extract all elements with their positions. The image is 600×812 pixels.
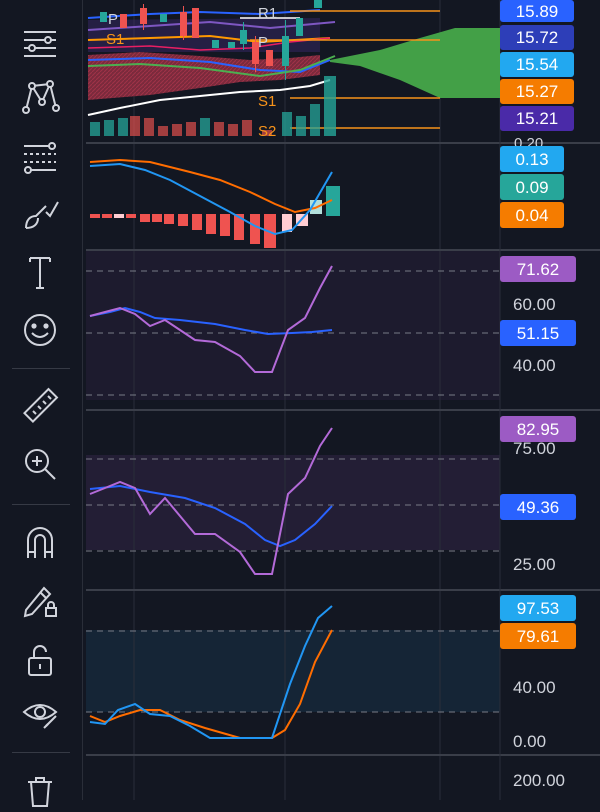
price-badge-2-text: 15.72 [516, 28, 559, 47]
main-price-badges: 15.89 15.72 15.54 15.27 15.21 0.20 [500, 0, 574, 152]
rsi-scale-40: 40.00 [513, 356, 556, 375]
pane4-scale-75: 75.00 [513, 439, 556, 458]
horizontal-lines-icon[interactable] [18, 20, 62, 64]
macd-badge-2 [500, 174, 564, 200]
trash-icon[interactable] [18, 768, 62, 812]
brush-icon[interactable] [18, 192, 62, 236]
ichimoku-cloud [330, 28, 500, 98]
price-badge-4-text: 15.27 [516, 82, 559, 101]
pane4-badge-1-text: 82.95 [517, 420, 560, 439]
pivot-label-s1-left: S1 [106, 31, 124, 48]
macd-badge-1 [500, 146, 564, 172]
stoch-pane: 97.53 79.61 40.00 0.00 [86, 595, 576, 751]
rsi-scale-60: 60.00 [513, 295, 556, 314]
main-pane: R1 P S1 P S1 S2 15.89 15.72 15.54 15.27 … [87, 0, 574, 152]
stoch-badge-2-text: 79.61 [517, 627, 560, 646]
emoji-icon[interactable] [18, 308, 62, 352]
pivot-label-s2: S2 [258, 123, 276, 140]
macd-badge-2-text: 0.09 [515, 178, 548, 197]
rsi-badge-2 [500, 320, 576, 346]
rsi-pane: 71.62 60.00 51.15 40.00 [86, 256, 576, 396]
candles [100, 0, 322, 80]
pane-separators [86, 142, 600, 756]
price-badge-2 [500, 25, 574, 50]
pane4: 82.95 75.00 49.36 25.00 [86, 416, 576, 575]
pane4-scale-25: 25.00 [513, 555, 556, 574]
stoch-badge-2 [500, 623, 576, 649]
macd-pane: 0.13 0.09 0.04 [89, 146, 564, 248]
price-badge-3 [500, 52, 574, 77]
macd-badge-3 [500, 202, 564, 228]
bottom-pane: 200.00 [513, 771, 565, 790]
stoch-badge-1 [500, 595, 576, 621]
bottom-scale-200: 200.00 [513, 771, 565, 790]
chart-area[interactable]: R1 P S1 P S1 S2 15.89 15.72 15.54 15.27 … [86, 0, 600, 800]
pane4-badge-2-text: 49.36 [517, 498, 560, 517]
lock-drawing-icon[interactable] [18, 578, 62, 622]
stoch-scale-40: 40.00 [513, 678, 556, 697]
stoch-scale-0: 0.00 [513, 732, 546, 751]
macd-badge-3-text: 0.04 [515, 206, 548, 225]
pivot-label-p-mid: P [258, 34, 268, 51]
stoch-band [86, 630, 500, 712]
rsi-badge-2-text: 51.15 [517, 324, 560, 343]
toolbar-separator [12, 368, 70, 369]
stoch-badge-1-text: 97.53 [517, 599, 560, 618]
fib-icon[interactable] [18, 136, 62, 180]
price-badge-4 [500, 79, 574, 104]
toolbar-separator [12, 752, 70, 753]
price-badge-3-text: 15.54 [516, 55, 559, 74]
price-badge-5 [500, 106, 574, 131]
eye-icon[interactable] [18, 690, 62, 734]
price-badge-1-text: 15.89 [516, 2, 559, 21]
pivot-label-s1: S1 [258, 93, 276, 110]
pane4-badge-1 [500, 416, 576, 442]
macd-badge-1-text: 0.13 [515, 150, 548, 169]
pane4-band [86, 455, 500, 550]
pivot-label-r1: R1 [258, 5, 277, 22]
drawing-toolbar [0, 0, 83, 807]
price-badge-1 [500, 0, 574, 22]
pivot-label-p-top: P [108, 11, 118, 28]
price-badge-5-text: 15.21 [516, 109, 559, 128]
rsi-badge-1 [500, 256, 576, 282]
rsi-badge-1-text: 71.62 [517, 260, 560, 279]
unlock-icon[interactable] [18, 638, 62, 682]
ruler-icon[interactable] [18, 384, 62, 428]
zoom-in-icon[interactable] [18, 442, 62, 486]
toolbar-separator [12, 504, 70, 505]
pane4-badge-2 [500, 494, 576, 520]
pattern-icon[interactable] [18, 74, 62, 118]
volume-bars [90, 76, 336, 136]
text-icon[interactable] [18, 250, 62, 294]
magnet-icon[interactable] [18, 520, 62, 564]
